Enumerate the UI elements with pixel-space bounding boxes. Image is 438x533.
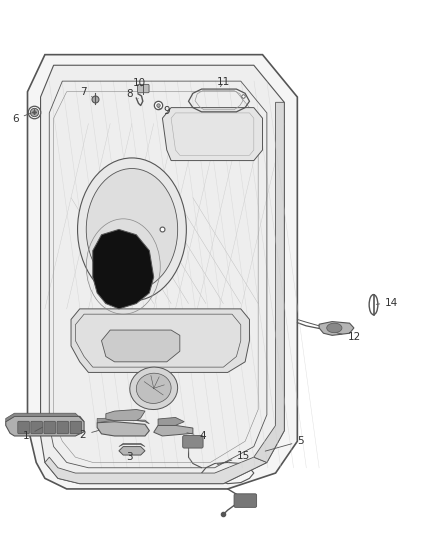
Polygon shape [97,418,149,424]
Polygon shape [319,321,354,335]
Text: 14: 14 [376,297,399,308]
Polygon shape [6,416,84,436]
FancyBboxPatch shape [183,435,203,448]
Text: 4: 4 [187,431,206,441]
FancyBboxPatch shape [70,421,81,434]
Polygon shape [158,417,184,425]
Polygon shape [119,447,145,455]
Text: 3: 3 [127,453,133,463]
Polygon shape [254,102,284,463]
Text: 10: 10 [132,78,145,88]
Polygon shape [41,65,284,483]
Text: 11: 11 [217,77,230,87]
Polygon shape [93,229,154,309]
Ellipse shape [136,373,171,403]
Polygon shape [162,108,262,160]
Ellipse shape [130,367,178,409]
Polygon shape [97,422,149,436]
Text: 1: 1 [23,427,42,441]
Polygon shape [28,55,297,489]
Polygon shape [71,309,250,373]
Ellipse shape [78,158,186,301]
Ellipse shape [327,323,342,333]
Text: 12: 12 [337,332,360,342]
Polygon shape [102,330,180,362]
Text: 5: 5 [265,437,304,451]
Text: 15: 15 [217,451,251,465]
FancyBboxPatch shape [57,421,68,434]
Polygon shape [6,413,84,422]
Polygon shape [106,409,145,421]
Polygon shape [154,425,193,436]
FancyBboxPatch shape [138,84,149,93]
Ellipse shape [86,168,178,290]
Text: 6: 6 [12,113,32,124]
Text: 2: 2 [80,430,99,440]
FancyBboxPatch shape [31,421,42,434]
Text: 9: 9 [158,106,170,116]
Text: 8: 8 [126,90,138,99]
Polygon shape [45,457,267,483]
Text: 7: 7 [80,87,92,97]
FancyBboxPatch shape [234,494,257,507]
Polygon shape [119,443,145,447]
FancyBboxPatch shape [18,421,29,434]
FancyBboxPatch shape [44,421,56,434]
